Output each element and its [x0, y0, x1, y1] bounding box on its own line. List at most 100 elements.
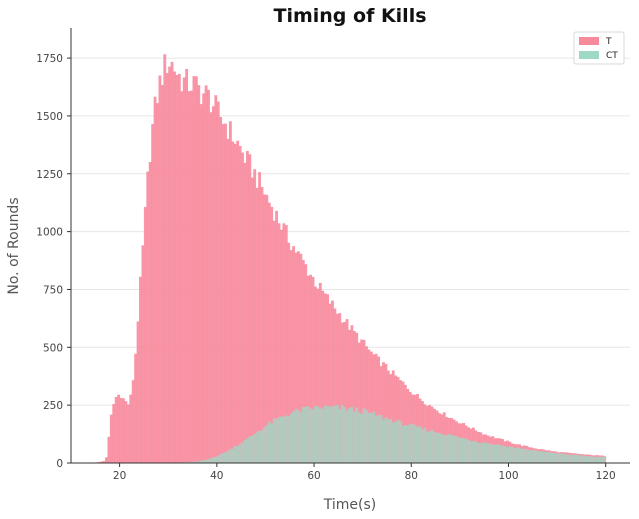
histogram-bar	[386, 370, 390, 463]
histogram-bar	[323, 406, 327, 463]
histogram-bar	[486, 443, 490, 463]
histogram-bar	[255, 187, 259, 464]
histogram-bar	[160, 85, 164, 463]
histogram-bar	[253, 169, 257, 463]
histogram-bar	[231, 141, 235, 463]
histogram-bar	[527, 450, 531, 463]
histogram-bar	[462, 438, 466, 463]
histogram-bar	[265, 194, 269, 463]
histogram-bar	[236, 140, 240, 464]
histogram-bar	[275, 210, 278, 463]
histogram-bar	[253, 434, 257, 463]
histogram-bar	[493, 445, 497, 463]
histogram-bar	[374, 353, 378, 463]
histogram-bar	[559, 453, 563, 463]
histogram-bar	[209, 112, 213, 463]
y-tick-label: 750	[43, 284, 63, 296]
histogram-bar	[263, 426, 266, 463]
histogram-bar	[552, 453, 556, 463]
histogram-bar	[250, 435, 254, 463]
histogram-bar	[297, 409, 300, 463]
histogram-bar	[418, 426, 422, 463]
histogram-bar	[564, 454, 568, 463]
histogram-bar	[250, 177, 254, 463]
histogram-bar	[117, 394, 121, 463]
histogram-bar	[537, 451, 541, 463]
histogram-bar	[119, 397, 123, 463]
histogram-bar	[107, 436, 111, 463]
histogram-bar	[362, 408, 366, 463]
histogram-bar	[248, 436, 252, 463]
histogram-bar	[452, 436, 456, 463]
histogram-bar	[175, 74, 179, 463]
histogram-bar	[170, 61, 174, 463]
y-tick-label: 250	[43, 400, 63, 412]
ct-series-bars	[158, 404, 607, 463]
histogram-bar	[447, 433, 451, 463]
histogram-bar	[263, 194, 266, 463]
histogram-bar	[124, 401, 128, 463]
histogram-bar	[586, 456, 590, 463]
histogram-bar	[311, 409, 315, 463]
histogram-bar	[542, 451, 546, 463]
histogram-bar	[474, 441, 478, 463]
histogram-bar	[255, 432, 259, 463]
histogram-bar	[194, 461, 198, 463]
histogram-bar	[535, 450, 539, 463]
histogram-bar	[151, 124, 155, 463]
histogram-bar	[498, 445, 502, 463]
histogram-bar	[384, 363, 388, 463]
histogram-bar	[204, 459, 208, 463]
histogram-bar	[105, 457, 108, 463]
histogram-bar	[314, 405, 317, 463]
histogram-bar	[248, 154, 252, 464]
histogram-bar	[425, 431, 429, 463]
histogram-bar	[600, 456, 604, 463]
histogram-bar	[484, 442, 488, 463]
histogram-bar	[318, 407, 322, 463]
histogram-bar	[360, 339, 364, 463]
x-axis-label: Time(s)	[323, 497, 376, 513]
y-ticks: 0 250 500 750 1000 1250 1500 1750	[36, 53, 71, 470]
histogram-bar	[382, 362, 385, 463]
histogram-bar	[348, 408, 351, 463]
histogram-bar	[396, 419, 400, 463]
histogram-bar	[464, 438, 468, 463]
histogram-bar	[284, 225, 288, 463]
histogram-bar	[173, 71, 176, 464]
histogram-bar	[420, 429, 424, 463]
histogram-bar	[134, 353, 138, 463]
histogram-bar	[292, 411, 295, 463]
histogram-bar	[557, 453, 560, 463]
y-tick-label: 1000	[36, 227, 63, 239]
histogram-bar	[316, 406, 320, 463]
histogram-bar	[187, 461, 191, 463]
histogram-bar	[306, 406, 310, 463]
x-tick-label: 120	[596, 470, 616, 482]
histogram-bar	[384, 417, 388, 463]
histogram-bar	[148, 162, 152, 463]
histogram-bar	[287, 416, 291, 463]
x-tick-label: 100	[498, 470, 518, 482]
histogram-bar	[260, 186, 264, 463]
histogram-bar	[520, 449, 524, 463]
histogram-bar	[352, 330, 356, 463]
histogram-bar	[141, 245, 145, 463]
histogram-bar	[481, 442, 485, 463]
y-tick-label: 1750	[36, 53, 63, 65]
histogram-bar	[525, 449, 529, 463]
histogram-bar	[416, 427, 419, 463]
histogram-bar	[202, 460, 206, 463]
histogram-bar	[265, 425, 269, 463]
histogram-bar	[192, 461, 196, 463]
histogram-bar	[598, 456, 602, 463]
histogram-bar	[187, 91, 191, 464]
histogram-bar	[139, 276, 142, 463]
histogram-bar	[226, 138, 230, 463]
histogram-bar	[350, 325, 354, 463]
histogram-bar	[515, 447, 519, 463]
histogram-bar	[231, 448, 235, 463]
histogram-bar	[197, 461, 201, 463]
histogram-bar	[100, 461, 103, 463]
histogram-bar	[343, 321, 347, 463]
